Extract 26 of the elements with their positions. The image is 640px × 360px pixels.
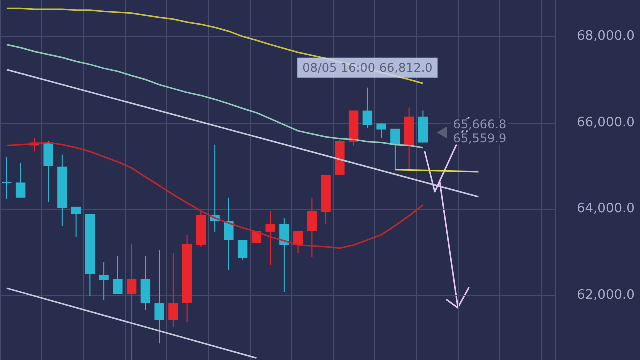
annotation: 65,666.8	[453, 118, 507, 132]
annotation: 65,559.9	[453, 132, 507, 146]
candlestick	[238, 240, 248, 261]
line-series	[6, 142, 424, 250]
y-tick-label: 62,000.0	[577, 288, 635, 303]
candlestick	[280, 218, 290, 293]
candlestick	[71, 206, 82, 238]
candlestick	[16, 162, 26, 198]
candlestick	[362, 87, 373, 129]
candlestick	[390, 128, 400, 170]
candlestick	[266, 210, 276, 266]
y-tick-label: 66,000.0	[577, 115, 635, 130]
candlestick	[126, 244, 137, 360]
candlestick	[2, 156, 12, 200]
candlestick	[376, 123, 386, 138]
candlestick	[154, 250, 164, 344]
candlestick	[113, 256, 123, 295]
candlestick	[293, 230, 304, 254]
y-tick-label: 68,000.0	[577, 29, 635, 44]
candlestick	[168, 252, 178, 328]
candlestick	[99, 262, 109, 302]
candlestick	[307, 197, 318, 258]
candlestick	[44, 140, 54, 203]
y-tick-label: 64,000.0	[577, 202, 635, 217]
annotation: 08/05 16:00 66,812.0	[302, 60, 433, 75]
candlestick	[224, 197, 234, 271]
